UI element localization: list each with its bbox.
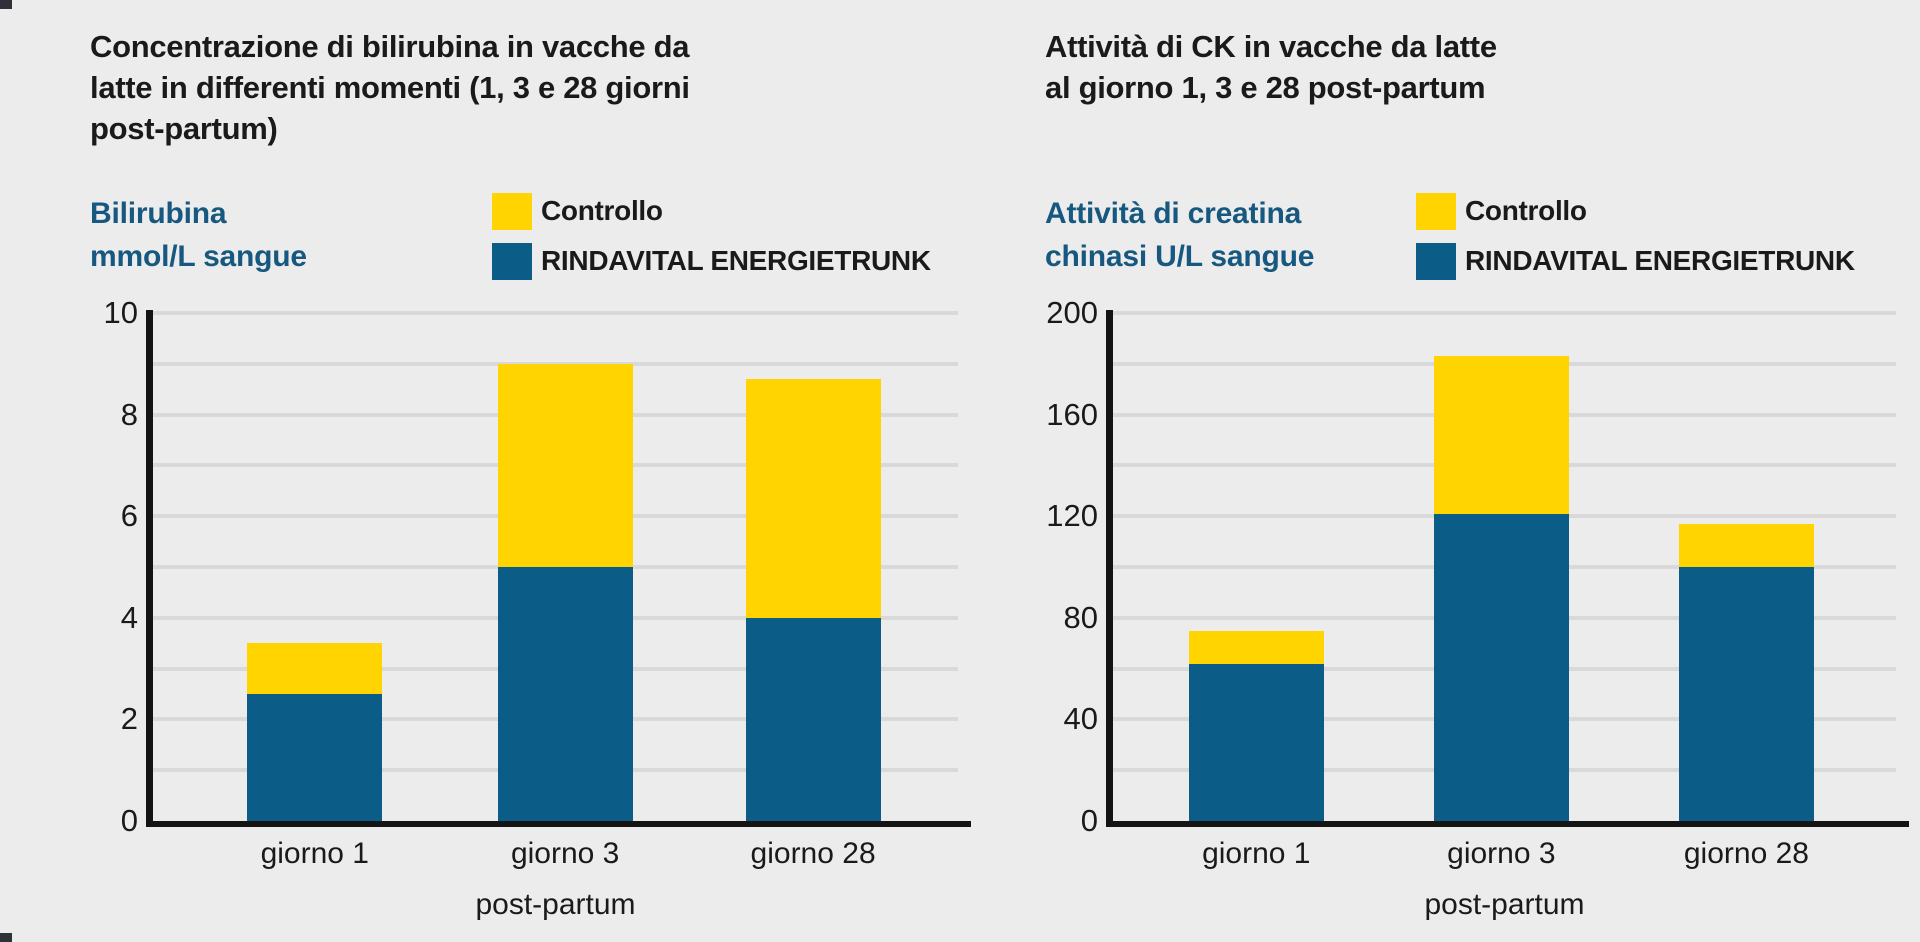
y-tick-label: 0 bbox=[120, 803, 138, 838]
legend-item-controllo: Controllo bbox=[492, 192, 931, 230]
legend-item-rindavital: RINDAVITAL ENERGIETRUNK bbox=[492, 242, 931, 280]
y-axis-label-line: Attività di creatina bbox=[1045, 197, 1302, 230]
category-label: giorno 3 bbox=[510, 837, 620, 870]
bar-rindavital-giorno-1 bbox=[247, 694, 383, 821]
y-tick-label: 8 bbox=[120, 396, 138, 432]
y-tick-label: 40 bbox=[1063, 701, 1098, 737]
x-axis-line bbox=[146, 821, 971, 827]
y-tick-label: 0 bbox=[1080, 803, 1098, 838]
gridline bbox=[153, 311, 958, 315]
rindavital-color-swatch bbox=[1416, 242, 1456, 280]
corner-mark-top-left bbox=[0, 0, 12, 9]
y-axis-line bbox=[146, 310, 153, 827]
bar-rindavital-giorno-1 bbox=[1188, 663, 1324, 821]
title-line: Attività di CK in vacche da latte bbox=[1045, 29, 1497, 64]
y-tick-label: 6 bbox=[120, 498, 138, 534]
legend-label: RINDAVITAL ENERGIETRUNK bbox=[1465, 245, 1855, 276]
category-label: giorno 28 bbox=[750, 837, 876, 870]
controllo-color-swatch bbox=[492, 192, 532, 230]
y-tick-label: 80 bbox=[1063, 599, 1098, 635]
title-line: Concentrazione di bilirubina in vacche d… bbox=[90, 29, 690, 64]
y-tick-label: 200 bbox=[1046, 295, 1098, 330]
y-tick-label: 160 bbox=[1046, 396, 1098, 432]
y-axis-label-line: mmol/L sangue bbox=[90, 240, 307, 273]
bar-rindavital-giorno-3 bbox=[497, 567, 633, 821]
ck-y-axis-label: Attività di creatina chinasi U/L sangue bbox=[1045, 192, 1314, 278]
ck-chart-title: Attività di CK in vacche da latte al gio… bbox=[1045, 26, 1497, 108]
gridline bbox=[1113, 311, 1896, 315]
controllo-color-swatch bbox=[1416, 192, 1456, 230]
title-line: post-partum) bbox=[90, 111, 278, 146]
bar-rindavital-giorno-28 bbox=[1678, 567, 1814, 821]
category-label: giorno 1 bbox=[260, 837, 369, 870]
ck-x-axis-title: post-partum bbox=[1424, 888, 1585, 921]
y-axis-label-line: chinasi U/L sangue bbox=[1045, 240, 1315, 273]
legend-label: RINDAVITAL ENERGIETRUNK bbox=[541, 245, 931, 276]
ck-plot-area: giorno 1 giorno 3 giorno 28 0 40 80 120 160 200 bbox=[1046, 295, 1909, 870]
bilirubin-legend: Controllo RINDAVITAL ENERGIETRUNK bbox=[492, 192, 931, 292]
category-label: giorno 28 bbox=[1683, 837, 1809, 870]
y-tick-label: 10 bbox=[103, 295, 138, 330]
y-tick-label: 2 bbox=[120, 701, 138, 737]
gridline bbox=[153, 361, 958, 366]
bilirubin-y-axis-label: Bilirubina mmol/L sangue bbox=[90, 192, 307, 278]
category-label: giorno 1 bbox=[1202, 837, 1311, 870]
legend-item-rindavital: RINDAVITAL ENERGIETRUNK bbox=[1416, 242, 1855, 280]
y-axis-line bbox=[1106, 310, 1113, 827]
corner-mark-bottom-left bbox=[0, 933, 12, 942]
legend-label: Controllo bbox=[1465, 195, 1587, 226]
bar-rindavital-giorno-3 bbox=[1433, 513, 1569, 821]
category-label: giorno 3 bbox=[1447, 837, 1556, 870]
legend-item-controllo: Controllo bbox=[1416, 192, 1855, 230]
bilirubin-plot-area: giorno 1 giorno 3 giorno 28 0 2 4 6 8 10 bbox=[104, 295, 971, 870]
ck-legend: Controllo RINDAVITAL ENERGIETRUNK bbox=[1416, 192, 1855, 292]
bar-rindavital-giorno-28 bbox=[745, 617, 881, 821]
x-axis-line bbox=[1106, 821, 1909, 827]
y-tick-label: 4 bbox=[120, 599, 138, 635]
y-axis-label-line: Bilirubina bbox=[90, 197, 227, 230]
bilirubin-chart-title: Concentrazione di bilirubina in vacche d… bbox=[90, 26, 690, 149]
legend-label: Controllo bbox=[541, 195, 663, 226]
bilirubin-x-axis-title: post-partum bbox=[475, 888, 636, 921]
title-line: al giorno 1, 3 e 28 post-partum bbox=[1045, 70, 1486, 105]
title-line: latte in differenti momenti (1, 3 e 28 g… bbox=[90, 70, 690, 105]
y-tick-label: 120 bbox=[1046, 498, 1098, 534]
rindavital-color-swatch bbox=[492, 242, 532, 280]
